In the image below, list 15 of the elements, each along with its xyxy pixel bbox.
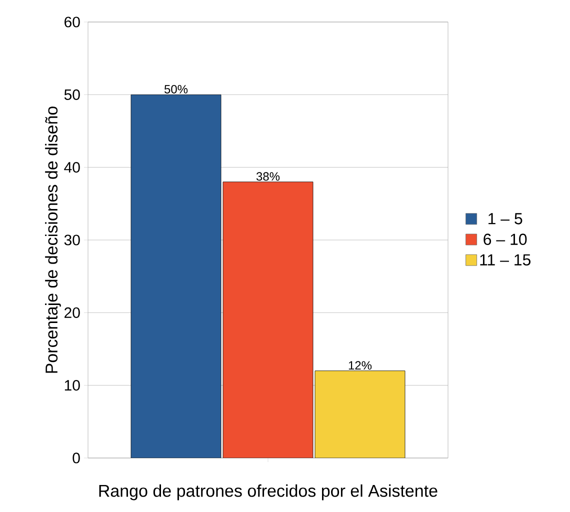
y-tick-label: 20	[64, 307, 80, 318]
y-tick-label: 60	[64, 16, 80, 28]
y-axis-title: Porcentaje de decisiones de diseño	[45, 106, 61, 373]
x-axis-title: Rango de patrones ofrecidos por el Asistente	[99, 484, 438, 500]
data-label: 38%	[256, 172, 280, 181]
data-label: 12%	[348, 361, 372, 370]
y-tick-label: 50	[64, 89, 80, 100]
data-label: 50%	[164, 84, 188, 94]
y-tick-label: 40	[64, 162, 80, 173]
legend-label: 11 – 15	[480, 254, 530, 266]
legend-label: 6 – 10	[484, 234, 527, 245]
y-tick-label: 30	[64, 234, 80, 246]
y-tick-label: 0	[72, 452, 80, 464]
legend-label: 1 – 5	[488, 213, 522, 224]
y-tick-label: 10	[64, 380, 80, 391]
